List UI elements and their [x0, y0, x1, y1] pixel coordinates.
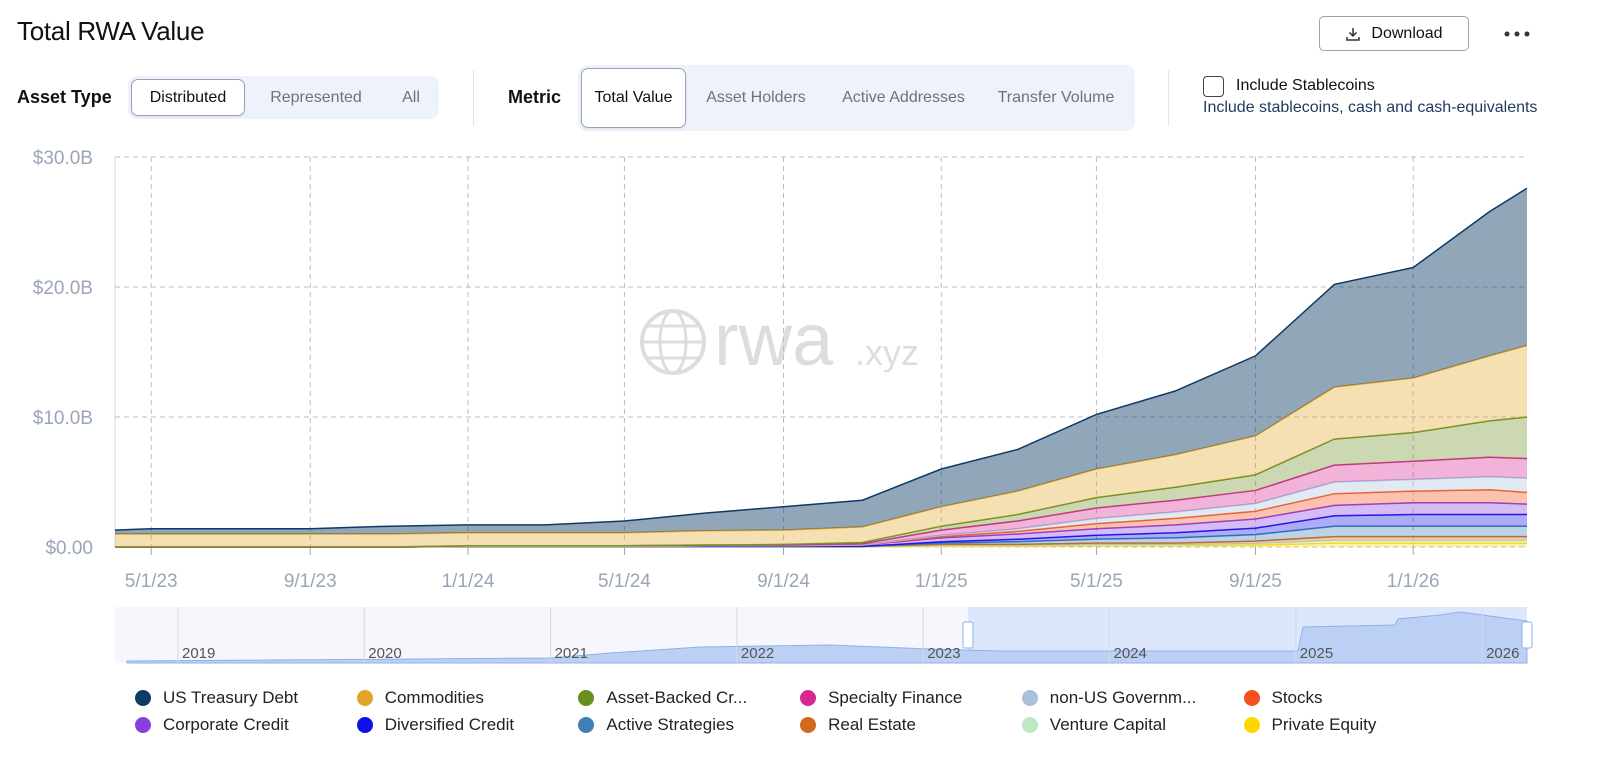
x-tick-label: 1/1/25 [915, 571, 968, 592]
stablecoins-label: Include Stablecoins [1236, 77, 1375, 94]
divider [473, 70, 474, 126]
watermark-suffix: .xyz [855, 332, 919, 373]
x-tick-label: 5/1/25 [1070, 571, 1123, 592]
navigator-label: 2021 [555, 645, 588, 662]
legend-label: Asset-Backed Cr... [606, 688, 748, 707]
legend-swatch [800, 690, 817, 706]
legend-label: Commodities [384, 688, 484, 707]
legend-label: non-US Governm... [1049, 688, 1197, 707]
navigator-label: 2026 [1486, 645, 1519, 662]
legend-swatch [1243, 690, 1260, 706]
legend-item[interactable]: Commodities [356, 688, 484, 708]
navigator-label: 2024 [1114, 645, 1147, 662]
area-line [114, 187, 1528, 531]
navigator-label: 2025 [1300, 645, 1333, 662]
toggle-option[interactable]: Asset Holders [706, 89, 806, 106]
navigator-label: 2019 [182, 645, 215, 662]
legend-swatch [800, 717, 817, 733]
legend-swatch [356, 690, 373, 706]
navigator-handle [962, 621, 974, 649]
watermark-main: rwa [714, 298, 834, 381]
toggle-option[interactable]: Active Addresses [842, 89, 965, 106]
legend-item[interactable]: Active Strategies [578, 715, 734, 735]
toggle-option[interactable]: Total Value [581, 68, 686, 128]
legend-swatch [1021, 690, 1038, 706]
legend-label: Specialty Finance [828, 688, 963, 707]
legend-swatch [578, 690, 595, 706]
y-tick-label: $20.0B [33, 278, 93, 299]
navigator-label: 2022 [741, 645, 774, 662]
legend-swatch [135, 690, 151, 706]
legend-item[interactable]: Private Equity [1243, 715, 1377, 735]
toggle-option[interactable]: Transfer Volume [997, 89, 1115, 106]
navigator-label: 2023 [927, 645, 960, 662]
stablecoins-checkbox[interactable] [1203, 76, 1224, 97]
x-tick-label: 1/1/24 [442, 571, 495, 592]
legend-label: Stocks [1271, 688, 1323, 707]
legend-label: Active Strategies [606, 715, 734, 734]
chart: rwa .xyz $0.00 $10.0B $20.0B $30.0B 5/1/23 9/… [33, 148, 1533, 664]
toggle-option[interactable]: All [402, 88, 420, 106]
x-tick-label: 9/1/25 [1229, 571, 1282, 592]
y-tick-label: $0.00 [45, 538, 93, 559]
area-line [115, 416, 1528, 548]
area [115, 536, 1527, 547]
legend-label: Diversified Credit [384, 715, 515, 734]
watermark: rwa .xyz [640, 298, 919, 381]
area [115, 345, 1527, 547]
toggle-option[interactable]: Represented [270, 88, 362, 106]
area [115, 417, 1527, 547]
stablecoins-description: Include stablecoins, cash and cash-equiv… [1203, 99, 1538, 116]
legend-label: US Treasury Debt [163, 688, 299, 707]
legend-label: Venture Capital [1049, 715, 1167, 734]
area [115, 514, 1527, 547]
legend-label: Private Equity [1271, 715, 1377, 734]
x-tick-label: 5/1/23 [125, 571, 178, 592]
area [115, 489, 1527, 547]
legend-item[interactable]: US Treasury Debt [135, 688, 298, 708]
x-tick-label: 9/1/24 [757, 571, 810, 592]
toggle-option[interactable]: Distributed [131, 79, 245, 116]
area-line [115, 344, 1528, 535]
legend-item[interactable]: Real Estate [800, 715, 916, 735]
x-tick-label: 1/1/26 [1387, 571, 1440, 592]
legend-swatch [135, 717, 151, 733]
legend-item[interactable]: Diversified Credit [356, 715, 515, 735]
area [115, 502, 1527, 547]
page-title: Total RWA Value [17, 16, 205, 46]
more-menu[interactable] [1500, 22, 1534, 44]
navigator-handle [1521, 621, 1533, 649]
metric-toggle: Total Value Asset Holders Active Addresses… [578, 65, 1135, 131]
legend-item[interactable]: Corporate Credit [135, 715, 289, 735]
legend-swatch [1021, 717, 1038, 733]
legend-swatch [356, 717, 373, 733]
area [115, 526, 1527, 547]
legend-label: Real Estate [828, 715, 916, 734]
download-label: Download [1371, 24, 1443, 42]
x-tick-label: 9/1/23 [284, 571, 337, 592]
download-icon [1346, 27, 1361, 41]
legend-item[interactable]: Specialty Finance [800, 688, 962, 708]
divider [1168, 70, 1169, 126]
x-tick-label: 5/1/24 [598, 571, 651, 592]
legend-item[interactable]: Venture Capital [1021, 715, 1167, 735]
legend-item[interactable]: non-US Governm... [1021, 688, 1197, 708]
legend-item[interactable]: Stocks [1243, 688, 1323, 708]
y-tick-label: $10.0B [33, 408, 93, 429]
metric-label: Metric [508, 87, 562, 107]
asset-type-toggle: Distributed Represented All [128, 76, 439, 119]
legend-label: Corporate Credit [163, 715, 289, 734]
area [115, 457, 1527, 547]
area [115, 188, 1527, 534]
navigator-label: 2020 [368, 645, 401, 662]
download-button[interactable]: Download [1319, 16, 1469, 51]
area [115, 476, 1527, 547]
legend-swatch [578, 717, 595, 733]
legend-swatch [1243, 717, 1260, 733]
y-tick-label: $30.0B [33, 148, 93, 169]
asset-type-label: Asset Type [17, 87, 112, 107]
legend-item[interactable]: Asset-Backed Cr... [578, 688, 747, 708]
